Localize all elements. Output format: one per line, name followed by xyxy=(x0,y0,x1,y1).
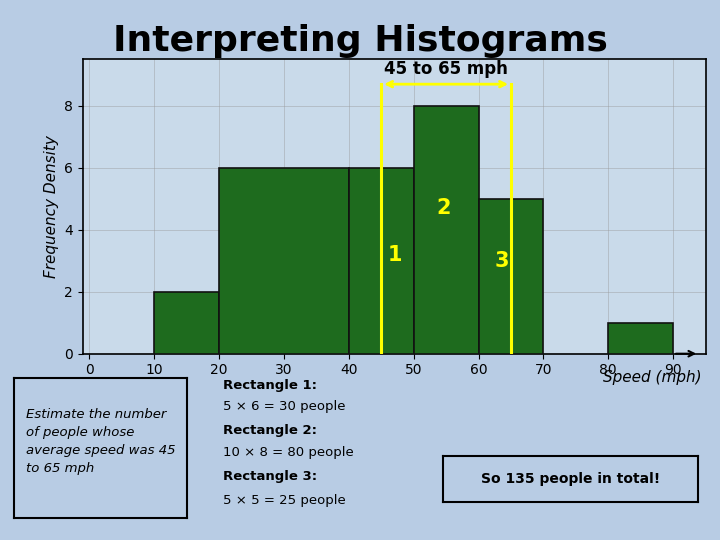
Text: 10 × 8 = 80 people: 10 × 8 = 80 people xyxy=(223,446,354,459)
Text: Interpreting Histograms: Interpreting Histograms xyxy=(112,24,608,58)
Bar xyxy=(219,168,348,354)
Bar xyxy=(348,168,414,354)
Text: 5 × 6 = 30 people: 5 × 6 = 30 people xyxy=(223,400,346,413)
Bar xyxy=(154,292,219,354)
Bar xyxy=(511,199,544,354)
Text: 5 × 5 = 25 people: 5 × 5 = 25 people xyxy=(223,494,346,507)
Text: 3: 3 xyxy=(495,251,509,271)
Bar xyxy=(608,323,673,354)
Text: 2: 2 xyxy=(436,198,451,218)
Text: Rectangle 1:: Rectangle 1: xyxy=(223,379,318,392)
Text: 45 to 65 mph: 45 to 65 mph xyxy=(384,60,508,78)
Text: Speed (mph): Speed (mph) xyxy=(603,370,702,385)
Text: Rectangle 2:: Rectangle 2: xyxy=(223,424,318,437)
Y-axis label: Frequency Density: Frequency Density xyxy=(44,135,58,278)
Bar xyxy=(479,199,511,354)
Text: Estimate the number
of people whose
average speed was 45
to 65 mph: Estimate the number of people whose aver… xyxy=(27,408,176,475)
Text: Rectangle 3:: Rectangle 3: xyxy=(223,470,318,483)
Text: So 135 people in total!: So 135 people in total! xyxy=(481,472,660,486)
Bar xyxy=(414,106,479,354)
Text: 1: 1 xyxy=(387,245,402,265)
